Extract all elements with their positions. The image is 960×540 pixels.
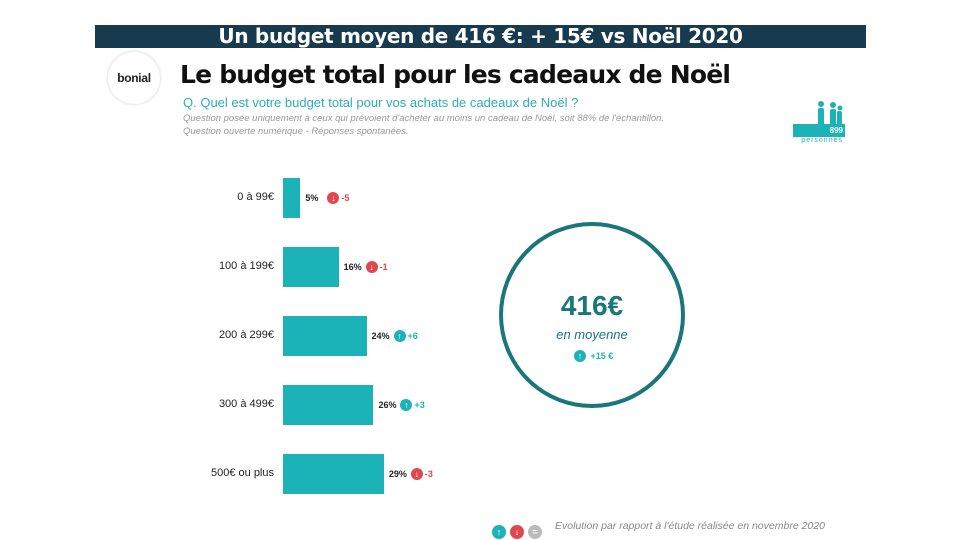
people-icon: 899 personnes	[793, 100, 845, 145]
arrow-down-icon: ↓	[327, 192, 340, 204]
bar	[283, 385, 374, 425]
arrow-down-icon: ↓	[410, 468, 423, 480]
average-circle	[499, 222, 685, 408]
change-label: -1	[379, 262, 388, 272]
category-label: 500€ ou plus	[211, 467, 274, 479]
change-label: -5	[341, 193, 350, 203]
value-label: 16%	[343, 262, 362, 272]
category-label: 200 à 299€	[218, 329, 274, 341]
banner-title: Un budget moyen de 416 €: + 15€ vs Noël …	[95, 25, 866, 48]
change-label: -3	[424, 469, 433, 479]
category-label: 0 à 99€	[237, 191, 274, 203]
value-label: 29%	[388, 469, 407, 479]
bonial-logo: bonial	[108, 52, 160, 104]
page-title: Le budget total pour les cadeaux de Noël	[180, 60, 731, 89]
average-value: 416€	[560, 290, 624, 321]
value-label: 26%	[378, 400, 397, 410]
average-label: en moyenne	[556, 327, 628, 342]
bar	[283, 247, 339, 287]
bar	[283, 316, 367, 356]
bar	[283, 454, 384, 494]
arrow-up-icon: ↑	[574, 350, 586, 362]
category-label: 300 à 499€	[218, 398, 274, 410]
average-change: ↑ +15 €	[574, 346, 613, 364]
change-label: +6	[407, 331, 418, 341]
question: Q. Quel est votre budget total pour vos …	[183, 95, 579, 110]
arrow-up-icon: ↑	[393, 330, 406, 342]
value-label: 24%	[371, 331, 390, 341]
category-label: 100 à 199€	[218, 260, 274, 272]
sample-label: personnes	[801, 137, 843, 144]
arrow-up-icon: ↑	[400, 399, 413, 411]
change-label: +3	[414, 400, 425, 410]
average-change-value: +15 €	[590, 351, 614, 361]
note-1: Question posée uniquement à ceux qui pré…	[183, 113, 665, 124]
legend-down-icon: ↓	[510, 525, 524, 539]
bar	[283, 178, 301, 218]
sample-count: 899	[829, 126, 843, 135]
legend-text: Evolution par rapport à l'étude réalisée…	[555, 520, 825, 532]
arrow-down-icon: ↓	[365, 261, 378, 273]
legend-up-icon: ↑	[492, 525, 506, 539]
legend-neutral-icon: =	[528, 525, 542, 539]
note-2: Question ouverte numérique - Réponses sp…	[183, 126, 409, 137]
value-label: 5%	[305, 193, 319, 203]
